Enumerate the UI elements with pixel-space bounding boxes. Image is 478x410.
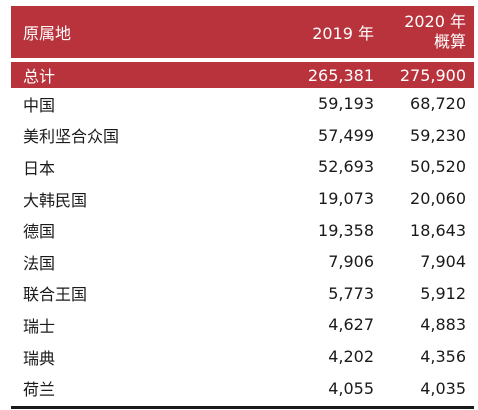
table-row: 法国 7,906 7,904: [11, 246, 474, 278]
row-2020: 20,060: [410, 189, 466, 209]
row-2019: 5,773: [328, 283, 374, 303]
table-row: 大韩民国 19,073 20,060: [11, 183, 474, 215]
table-row: 瑞典 4,202 4,356: [11, 341, 474, 373]
row-2019: 4,202: [328, 347, 374, 367]
row-2020: 4,883: [420, 315, 466, 335]
row-name: 日本: [23, 158, 56, 178]
header-origin: 原属地: [23, 24, 72, 43]
row-2020: 68,720: [410, 94, 466, 114]
table-row: 荷兰 4,055 4,035: [11, 372, 474, 404]
row-name: 德国: [23, 222, 56, 242]
table-row: 瑞士 4,627 4,883: [11, 309, 474, 341]
data-table: 原属地 2019 年 2020 年 概算 总计 265,381 275,900 …: [11, 6, 474, 409]
table-header: 原属地 2019 年 2020 年 概算: [11, 6, 474, 58]
row-name: 联合王国: [23, 285, 88, 305]
total-row: 总计 265,381 275,900: [11, 62, 474, 88]
row-2019: 4,055: [328, 378, 374, 398]
row-2019: 7,906: [328, 252, 374, 272]
header-year-2020-line2: 概算: [433, 32, 466, 51]
row-2020: 4,035: [420, 378, 466, 398]
total-2020: 275,900: [399, 65, 466, 85]
table-row: 德国 19,358 18,643: [11, 214, 474, 246]
bottom-rule: [11, 405, 474, 409]
row-2020: 4,356: [420, 347, 466, 367]
row-2019: 59,193: [318, 94, 374, 114]
row-name: 瑞士: [23, 316, 56, 336]
header-year-2019: 2019 年: [312, 24, 374, 43]
total-label: 总计: [23, 67, 56, 86]
table-row: 中国 59,193 68,720: [11, 88, 474, 120]
row-2020: 50,520: [410, 157, 466, 177]
table-row: 美利坚合众国 57,499 59,230: [11, 120, 474, 152]
row-2019: 52,693: [318, 157, 374, 177]
total-2019: 265,381: [307, 65, 374, 85]
row-name: 大韩民国: [23, 190, 88, 210]
row-2020: 18,643: [410, 220, 466, 240]
table-row: 日本 52,693 50,520: [11, 151, 474, 183]
row-name: 荷兰: [23, 380, 56, 400]
header-year-2020: 2020 年 概算: [378, 12, 474, 52]
row-2019: 19,073: [318, 189, 374, 209]
row-name: 法国: [23, 253, 56, 273]
row-2019: 4,627: [328, 315, 374, 335]
row-2020: 5,912: [420, 283, 466, 303]
table-row: 联合王国 5,773 5,912: [11, 278, 474, 310]
row-name: 美利坚合众国: [23, 127, 120, 147]
header-year-2020-line1: 2020 年: [404, 12, 466, 31]
row-2019: 57,499: [318, 125, 374, 145]
row-2020: 59,230: [410, 125, 466, 145]
row-name: 中国: [23, 95, 56, 115]
row-name: 瑞典: [23, 348, 56, 368]
row-2019: 19,358: [318, 220, 374, 240]
header-separator: [11, 58, 474, 62]
row-2020: 7,904: [420, 252, 466, 272]
